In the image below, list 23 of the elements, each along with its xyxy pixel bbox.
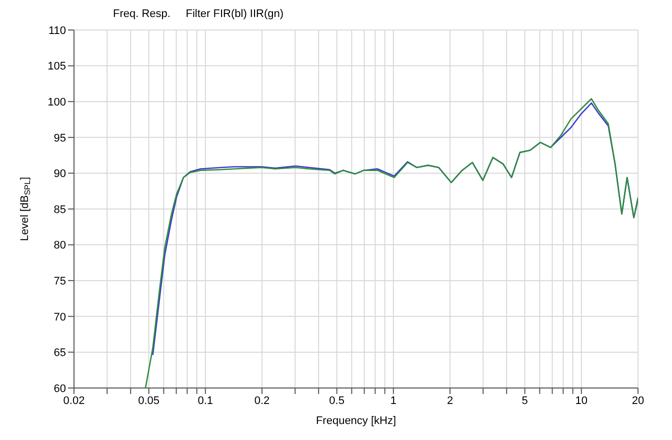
chart-title: Freq. Resp. Filter FIR(bl) IIR(gn) — [113, 8, 284, 20]
x-tick-label: 2 — [446, 394, 454, 407]
y-tick-label: 65 — [54, 347, 66, 360]
x-tick-label: 0.5 — [329, 394, 344, 407]
x-tick-label: 20 — [632, 394, 644, 407]
x-tick-label: 10 — [575, 394, 588, 407]
y-tick-label: 85 — [54, 204, 66, 216]
y-tick-label: 95 — [54, 132, 66, 144]
x-tick-label: 1 — [390, 394, 396, 407]
y-tick-label: 110 — [48, 24, 66, 37]
y-tick-label: 70 — [54, 311, 66, 324]
x-tick-label: 0.2 — [254, 394, 270, 407]
x-tick-label: 5 — [522, 394, 528, 407]
y-tick-label: 75 — [54, 276, 66, 288]
y-tick-label: 100 — [48, 96, 66, 109]
x-axis-title: Frequency [kHz] — [316, 415, 396, 427]
y-tick-label: 105 — [48, 60, 66, 73]
x-tick-label: 0.1 — [198, 394, 214, 407]
x-tick-label: 0.05 — [138, 394, 160, 407]
y-tick-label: 90 — [54, 168, 66, 180]
x-tick-label: 0.02 — [63, 394, 85, 407]
y-tick-label: 60 — [54, 382, 66, 395]
y-tick-label: 80 — [54, 240, 66, 252]
